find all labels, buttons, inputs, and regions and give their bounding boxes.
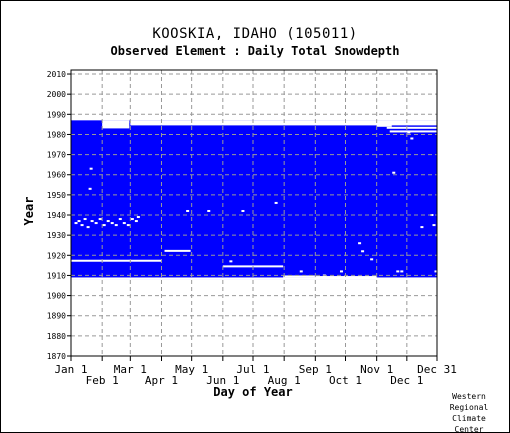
missing-dot bbox=[88, 187, 92, 190]
y-tick-label: 1950 bbox=[47, 191, 66, 200]
missing-block bbox=[315, 120, 437, 123]
y-tick-label: 1890 bbox=[47, 312, 66, 321]
missing-block bbox=[406, 277, 437, 282]
missing-dot bbox=[410, 137, 414, 140]
y-axis-label: Year bbox=[22, 197, 36, 226]
x-tick-label: May 1 bbox=[175, 363, 208, 376]
missing-block bbox=[191, 120, 223, 123]
missing-dot bbox=[80, 224, 84, 227]
credit-line: Western bbox=[452, 392, 486, 401]
credit-line: Climate bbox=[452, 414, 486, 423]
credit-line: Center bbox=[454, 425, 484, 433]
missing-dot bbox=[299, 270, 303, 273]
x-tick-label: Mar 1 bbox=[114, 363, 147, 376]
missing-dot bbox=[339, 270, 343, 273]
missing-dot bbox=[434, 270, 438, 273]
missing-dot bbox=[90, 220, 94, 223]
missing-dot bbox=[207, 209, 211, 212]
y-tick-label: 1960 bbox=[47, 171, 66, 180]
missing-dot bbox=[358, 242, 362, 245]
missing-dot bbox=[407, 131, 411, 134]
y-tick-label: 1910 bbox=[47, 271, 66, 280]
x-tick-label: Sep 1 bbox=[299, 363, 332, 376]
missing-dot bbox=[114, 224, 118, 227]
missing-dot bbox=[130, 218, 134, 221]
missing-line bbox=[71, 259, 131, 262]
missing-dot bbox=[186, 209, 190, 212]
missing-dot bbox=[106, 220, 110, 223]
chart-subtitle: Observed Element : Daily Total Snowdepth bbox=[110, 44, 400, 58]
missing-dot bbox=[136, 216, 140, 219]
y-tick-label: 1970 bbox=[47, 151, 66, 160]
missing-line bbox=[376, 124, 392, 127]
missing-dot bbox=[126, 224, 130, 227]
y-tick-label: 2010 bbox=[47, 70, 66, 79]
missing-dot bbox=[110, 222, 114, 225]
missing-dot bbox=[420, 226, 424, 229]
missing-dot bbox=[122, 222, 126, 225]
y-tick-label: 1920 bbox=[47, 251, 66, 260]
missing-dot bbox=[400, 270, 404, 273]
missing-block bbox=[71, 277, 437, 280]
missing-dot bbox=[229, 260, 233, 263]
missing-line bbox=[283, 275, 316, 278]
y-tick-label: 2000 bbox=[47, 90, 66, 99]
missing-line bbox=[386, 126, 437, 129]
x-tick-label: Dec 31 bbox=[417, 363, 457, 376]
y-tick-label: 1900 bbox=[47, 292, 66, 301]
missing-dot bbox=[89, 167, 93, 170]
missing-line bbox=[376, 277, 408, 280]
x-tick-label: Jul 1 bbox=[236, 363, 269, 376]
missing-line bbox=[130, 259, 162, 262]
missing-line bbox=[164, 249, 191, 252]
missing-dot bbox=[74, 222, 78, 225]
x-axis-label: Day of Year bbox=[213, 385, 292, 399]
missing-dot bbox=[83, 218, 87, 221]
y-tick-label: 1980 bbox=[47, 130, 66, 139]
x-tick-label: Aug 1 bbox=[268, 374, 301, 387]
missing-dot bbox=[98, 218, 102, 221]
x-tick-label: Apr 1 bbox=[145, 374, 178, 387]
missing-dot bbox=[274, 201, 278, 204]
y-tick-label: 1990 bbox=[47, 110, 66, 119]
missing-line bbox=[389, 130, 437, 133]
missing-dot bbox=[392, 171, 396, 174]
missing-dot bbox=[102, 224, 106, 227]
data-block bbox=[71, 120, 437, 280]
y-tick-label: 1930 bbox=[47, 231, 66, 240]
x-tick-label: Jun 1 bbox=[206, 374, 239, 387]
missing-dot bbox=[396, 270, 400, 273]
y-tick-label: 1880 bbox=[47, 332, 66, 341]
x-tick-label: Dec 1 bbox=[390, 374, 423, 387]
credit-line: Regional bbox=[449, 403, 489, 412]
missing-block bbox=[102, 120, 130, 129]
missing-dot bbox=[370, 258, 374, 261]
wrcc-credit: Western Regional Climate Center bbox=[441, 391, 497, 433]
missing-line bbox=[315, 276, 377, 279]
chart-title: KOOSKIA, IDAHO (105011) bbox=[152, 26, 358, 42]
missing-dot bbox=[361, 250, 365, 253]
x-tick-label: Oct 1 bbox=[329, 374, 362, 387]
missing-dot bbox=[432, 224, 436, 227]
missing-dot bbox=[94, 222, 98, 225]
missing-dot bbox=[77, 220, 81, 223]
x-tick-label: Nov 1 bbox=[360, 363, 393, 376]
x-tick-label: Jan 1 bbox=[54, 363, 87, 376]
missing-dot bbox=[134, 220, 138, 223]
y-tick-label: 1940 bbox=[47, 211, 66, 220]
y-tick-label: 1870 bbox=[47, 352, 66, 361]
missing-dot bbox=[118, 218, 122, 221]
missing-dot bbox=[86, 226, 90, 229]
missing-block bbox=[130, 120, 438, 126]
missing-line bbox=[376, 122, 437, 125]
plot-frame bbox=[70, 69, 438, 357]
missing-dot bbox=[241, 209, 245, 212]
x-tick-label: Feb 1 bbox=[86, 374, 119, 387]
